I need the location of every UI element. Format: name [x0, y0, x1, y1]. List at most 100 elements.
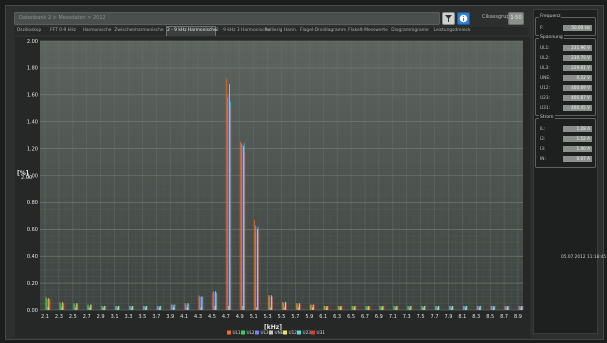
tab-flagel-dreidiagramm[interactable]: Flagel-Dreidiagramm: [300, 28, 347, 33]
x-tick-label: 8.9: [514, 314, 522, 320]
bar-ul3: [353, 305, 354, 310]
bar-ul2: [101, 305, 103, 310]
bar-u12: [410, 305, 411, 310]
bar-ul2: [254, 225, 256, 310]
x-tick-label: 3.1: [111, 314, 119, 320]
bar-ul3: [144, 305, 146, 310]
y-tick-label: 1.60: [27, 93, 38, 99]
bar-u23: [285, 301, 287, 310]
bar-ul3: [88, 305, 90, 310]
tab-diagrammgrame[interactable]: Diagrammgrame: [391, 28, 429, 33]
legend-label-ul2: UL2: [247, 330, 255, 335]
bar-u12: [423, 305, 425, 310]
tab-2-9khz-harmonische[interactable]: 2 - 9 kHz Harmonische: [166, 26, 217, 36]
bar-une: [311, 307, 313, 310]
bar-u12: [396, 305, 397, 310]
tab-fft[interactable]: FFT 0-9 kHz: [50, 28, 76, 33]
bar-ul3: [408, 305, 410, 310]
bar-u31: [286, 303, 287, 310]
bar-ul1: [254, 219, 255, 310]
bar-u12: [90, 304, 91, 310]
bar-u31: [425, 305, 427, 310]
bar-ul3: [297, 304, 299, 310]
tab-zwischenharmonische[interactable]: Zwischenharmonische: [114, 28, 164, 33]
bar-ul2: [505, 305, 507, 310]
bar-u23: [466, 305, 468, 310]
bar-u31: [481, 305, 482, 310]
bar-u31: [439, 305, 440, 310]
bar-ul1: [156, 305, 158, 310]
bar-ul3: [255, 226, 257, 310]
bar-u12: [243, 145, 244, 310]
bar-une: [284, 307, 285, 310]
bar-une: [117, 307, 118, 310]
y-tick-label: 1.40: [27, 120, 38, 126]
bar-u23: [522, 305, 523, 310]
x-tick-label: 3.7: [152, 314, 160, 320]
bar-ul1: [365, 305, 367, 310]
current-label-in: IN:: [540, 157, 546, 162]
bar-ul2: [296, 303, 298, 310]
tab-2-9khz-3-harmonische[interactable]: 2 - 9 kHz 3 Harmonische: [216, 28, 270, 33]
info-icon: [459, 14, 468, 23]
tab-harmonische[interactable]: Harmonische: [82, 28, 112, 33]
bar-u23: [174, 304, 175, 310]
bar-une: [367, 307, 369, 310]
bar-u12: [354, 305, 356, 310]
voltage-value-u12: 400.69 V: [563, 85, 592, 91]
tab-rollierig-harm[interactable]: Rollierig Harm.: [264, 28, 298, 33]
ci-select[interactable]: 1-50: [508, 12, 524, 25]
bar-u31: [147, 305, 148, 310]
x-tick-label: 8.3: [472, 314, 480, 320]
voltage-label-ul1: UL1:: [540, 46, 550, 51]
bar-ul2: [324, 305, 326, 310]
x-tick-label: 5.5: [278, 314, 286, 320]
current-value-i2: 1.52 A: [563, 136, 592, 142]
y-tick-label: 1.20: [27, 146, 38, 152]
bar-u23: [215, 292, 217, 310]
bar-u31: [411, 305, 413, 310]
legend-swatch-u23: [297, 330, 301, 335]
info-button[interactable]: [457, 12, 470, 25]
bar-une: [103, 307, 104, 310]
bar-une: [61, 307, 63, 310]
bar-u12: [103, 305, 105, 310]
frequency-label: F:: [540, 26, 544, 31]
bar-ul2: [394, 305, 395, 310]
bar-ul3: [366, 305, 368, 310]
bar-ul2: [282, 301, 284, 310]
y-tick-label: 0.40: [27, 254, 38, 260]
bar-u31: [202, 296, 204, 310]
bar-u31: [216, 293, 218, 310]
bar-une: [89, 307, 91, 310]
bar-u12: [229, 84, 230, 310]
bar-ul1: [212, 292, 214, 310]
bar-une: [200, 307, 202, 310]
bar-u23: [49, 299, 50, 310]
x-tick-label: 2.1: [41, 314, 49, 320]
legend-swatch-ul2: [241, 330, 245, 335]
bar-une: [409, 307, 411, 310]
file-path-field[interactable]: Datenbank 2 > Messdaten > 2012: [14, 12, 440, 25]
bar-u23: [396, 305, 398, 310]
bar-ul2: [477, 305, 479, 310]
bar-u23: [118, 305, 120, 310]
filter-button[interactable]: [442, 12, 455, 25]
bar-ul2: [143, 305, 145, 310]
bar-ul3: [283, 303, 285, 310]
tab-oszilloskop[interactable]: Oszilloskop: [16, 28, 42, 33]
bar-ul3: [172, 304, 173, 310]
y-axis-mid-label: 2.00: [21, 175, 32, 181]
y-tick-label: 0.20: [27, 281, 38, 287]
current-group: Strom IL: 1.28 A I2: 1.52 A I3: 1.40 A I…: [535, 115, 596, 168]
bar-u23: [313, 304, 315, 310]
bar-u23: [410, 305, 412, 310]
tab-leistungsdreieck[interactable]: Leistungsdreieck: [433, 28, 471, 33]
voltage-value-une: 0.22 V: [563, 75, 592, 81]
ci-label: Cikassgruppe:: [482, 14, 518, 20]
legend-label-ul3: UL3: [261, 330, 269, 335]
tab-bar: Oszilloskop FFT 0-9 kHz Harmonische Zwis…: [14, 26, 528, 36]
tab-flakelt-messwerte[interactable]: Flakelt-Messwerte: [348, 28, 388, 33]
bar-u12: [48, 297, 50, 310]
bar-ul3: [506, 305, 507, 310]
